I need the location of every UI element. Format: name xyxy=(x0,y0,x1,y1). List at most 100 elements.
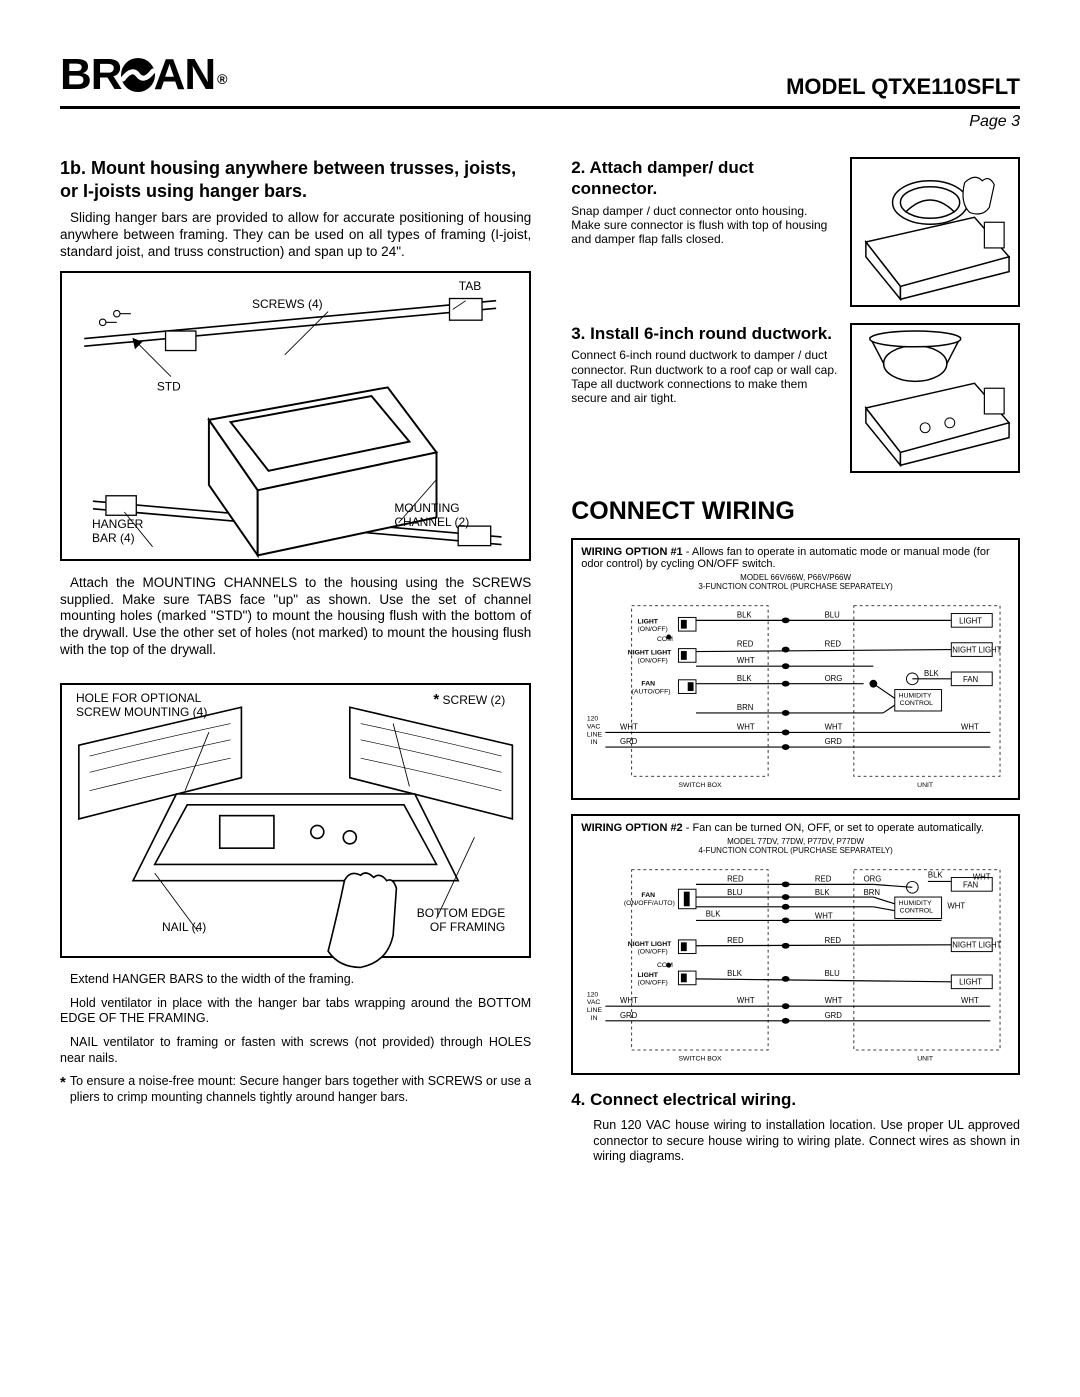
wiring-option-2: WIRING OPTION #2 - Fan can be turned ON,… xyxy=(571,814,1020,1074)
svg-text:CONTROL: CONTROL xyxy=(900,908,934,915)
step-3-title: 3. Install 6-inch round ductwork. xyxy=(571,323,838,344)
svg-text:FAN: FAN xyxy=(963,674,978,683)
svg-text:BRN: BRN xyxy=(864,888,880,897)
svg-text:RED: RED xyxy=(825,639,842,648)
svg-text:RED: RED xyxy=(825,936,842,945)
svg-text:HUMIDITY: HUMIDITY xyxy=(899,900,932,907)
figure-ductwork xyxy=(850,323,1020,473)
svg-text:WHT: WHT xyxy=(948,902,966,911)
step-2-row: 2. Attach damper/ duct connector. Snap d… xyxy=(571,157,1020,307)
svg-text:NIGHT LIGHT: NIGHT LIGHT xyxy=(952,645,1001,654)
wiring-1-bold: WIRING OPTION #1 xyxy=(581,546,682,558)
fig-label-std: STD xyxy=(157,379,181,393)
svg-text:WHT: WHT xyxy=(815,912,833,921)
wiring-2-text: - Fan can be turned ON, OFF, or set to o… xyxy=(683,822,984,834)
para-star-text: To ensure a noise-free mount: Secure han… xyxy=(70,1074,531,1105)
svg-text:LINE: LINE xyxy=(587,1007,603,1014)
svg-text:BLK: BLK xyxy=(706,910,722,919)
figure-damper-svg xyxy=(856,163,1014,301)
svg-text:WHT: WHT xyxy=(825,722,843,731)
step-3-body: Connect 6-inch round ductwork to damper … xyxy=(571,348,838,406)
svg-text:BLK: BLK xyxy=(727,969,743,978)
svg-text:BLU: BLU xyxy=(825,969,841,978)
svg-text:(ON/OFF): (ON/OFF) xyxy=(638,626,668,633)
svg-text:LIGHT: LIGHT xyxy=(959,978,982,987)
svg-text:(ON/OFF/AUTO): (ON/OFF/AUTO) xyxy=(624,900,675,907)
svg-text:COM: COM xyxy=(657,635,673,642)
svg-text:RED: RED xyxy=(727,936,744,945)
svg-text:UNIT: UNIT xyxy=(917,782,933,789)
fig-label-bottom-edge: BOTTOM EDGE OF FRAMING xyxy=(417,906,505,934)
svg-text:LINE: LINE xyxy=(587,731,603,738)
svg-text:NIGHT LIGHT: NIGHT LIGHT xyxy=(953,941,1002,950)
wiring-1-caption: WIRING OPTION #1 - Allows fan to operate… xyxy=(581,546,1010,570)
svg-text:(ON/OFF): (ON/OFF) xyxy=(638,980,668,987)
brand-registered: ® xyxy=(217,71,226,87)
svg-text:VAC: VAC xyxy=(587,723,601,730)
svg-text:WHT: WHT xyxy=(961,722,979,731)
svg-text:WHT: WHT xyxy=(737,996,755,1005)
para-hold: Hold ventilator in place with the hanger… xyxy=(60,996,531,1027)
fig-label-nail: NAIL (4) xyxy=(162,920,206,934)
svg-text:RED: RED xyxy=(737,639,754,648)
figure-ductwork-svg xyxy=(856,329,1014,467)
star-icon: * xyxy=(433,691,439,708)
svg-text:(ON/OFF): (ON/OFF) xyxy=(638,657,668,664)
svg-text:WHT: WHT xyxy=(961,996,979,1005)
svg-text:RED: RED xyxy=(727,875,744,884)
fig-label-hole: HOLE FOR OPTIONAL SCREW MOUNTING (4) xyxy=(76,691,207,719)
fig-label-hanger-bar: HANGER BAR (4) xyxy=(92,517,143,545)
brand-wave-icon xyxy=(120,57,156,93)
wiring-2-sub: MODEL 77DV, 77DW, P77DV, P77DW 4-FUNCTIO… xyxy=(581,838,1010,856)
svg-text:WHT: WHT xyxy=(737,656,755,665)
svg-text:GRD: GRD xyxy=(825,737,843,746)
page-number: Page 3 xyxy=(60,113,1020,131)
figure-framing-mount: HOLE FOR OPTIONAL SCREW MOUNTING (4) * S… xyxy=(60,683,531,958)
step-4-title: 4. Connect electrical wiring. xyxy=(571,1089,1020,1110)
fig-label-screw-star: * SCREW (2) xyxy=(433,691,505,708)
star-icon: * xyxy=(60,1074,66,1105)
wiring-2-caption: WIRING OPTION #2 - Fan can be turned ON,… xyxy=(581,822,1010,834)
left-column: 1b. Mount housing anywhere between truss… xyxy=(60,157,531,1165)
svg-text:SWITCH BOX: SWITCH BOX xyxy=(679,782,723,789)
svg-text:BLU: BLU xyxy=(727,888,743,897)
svg-text:FAN: FAN xyxy=(963,880,978,889)
svg-text:(ON/OFF): (ON/OFF) xyxy=(638,949,668,956)
brand-text-pre: BR xyxy=(60,50,122,100)
fig-label-mounting-channel: MOUNTING CHANNEL (2) xyxy=(394,501,469,529)
svg-text:BLK: BLK xyxy=(737,673,753,682)
svg-text:BLK: BLK xyxy=(815,888,831,897)
svg-text:UNIT: UNIT xyxy=(917,1056,933,1063)
svg-text:LIGHT: LIGHT xyxy=(959,616,982,625)
fig-label-screw: SCREW (2) xyxy=(443,693,506,707)
svg-text:IN: IN xyxy=(591,739,598,746)
figure-framing-svg xyxy=(68,691,523,978)
wiring-2-diagram: FAN (ON/OFF/AUTO) NIGHT LIGHT (ON/OFF) L… xyxy=(581,860,1010,1065)
svg-text:WHT: WHT xyxy=(737,722,755,731)
fig-label-tab: TAB xyxy=(459,279,481,293)
content-columns: 1b. Mount housing anywhere between truss… xyxy=(60,157,1020,1165)
step-1b-para2: Attach the MOUNTING CHANNELS to the hous… xyxy=(60,575,531,659)
wiring-option-1: WIRING OPTION #1 - Allows fan to operate… xyxy=(571,538,1020,800)
svg-text:FAN: FAN xyxy=(642,680,656,687)
svg-text:COM: COM xyxy=(657,962,673,969)
right-column: 2. Attach damper/ duct connector. Snap d… xyxy=(571,157,1020,1165)
svg-text:BLK: BLK xyxy=(928,871,944,880)
wiring-1-diagram: LIGHT (ON/OFF) NIGHT LIGHT (ON/OFF) FAN … xyxy=(581,596,1010,791)
step-2-title: 2. Attach damper/ duct connector. xyxy=(571,157,838,200)
fig-label-screws: SCREWS (4) xyxy=(252,297,323,311)
model-number: MODEL QTXE110SFLT xyxy=(786,74,1020,100)
wiring-2-bold: WIRING OPTION #2 xyxy=(581,822,682,834)
svg-text:NIGHT LIGHT: NIGHT LIGHT xyxy=(628,649,672,656)
step-4-body: Run 120 VAC house wiring to installation… xyxy=(571,1118,1020,1165)
svg-text:BLK: BLK xyxy=(924,668,940,677)
svg-text:FAN: FAN xyxy=(642,892,656,899)
wiring-1-sub: MODEL 66V/66W, P66V/P66W 3-FUNCTION CONT… xyxy=(581,574,1010,592)
para-star-note: * To ensure a noise-free mount: Secure h… xyxy=(60,1074,531,1105)
svg-text:ORG: ORG xyxy=(825,673,843,682)
svg-text:NIGHT LIGHT: NIGHT LIGHT xyxy=(628,941,672,948)
brand-text-post: AN xyxy=(154,50,216,100)
page-header: BR AN ® MODEL QTXE110SFLT xyxy=(60,50,1020,109)
svg-text:RED: RED xyxy=(815,875,832,884)
svg-text:WHT: WHT xyxy=(620,722,638,731)
